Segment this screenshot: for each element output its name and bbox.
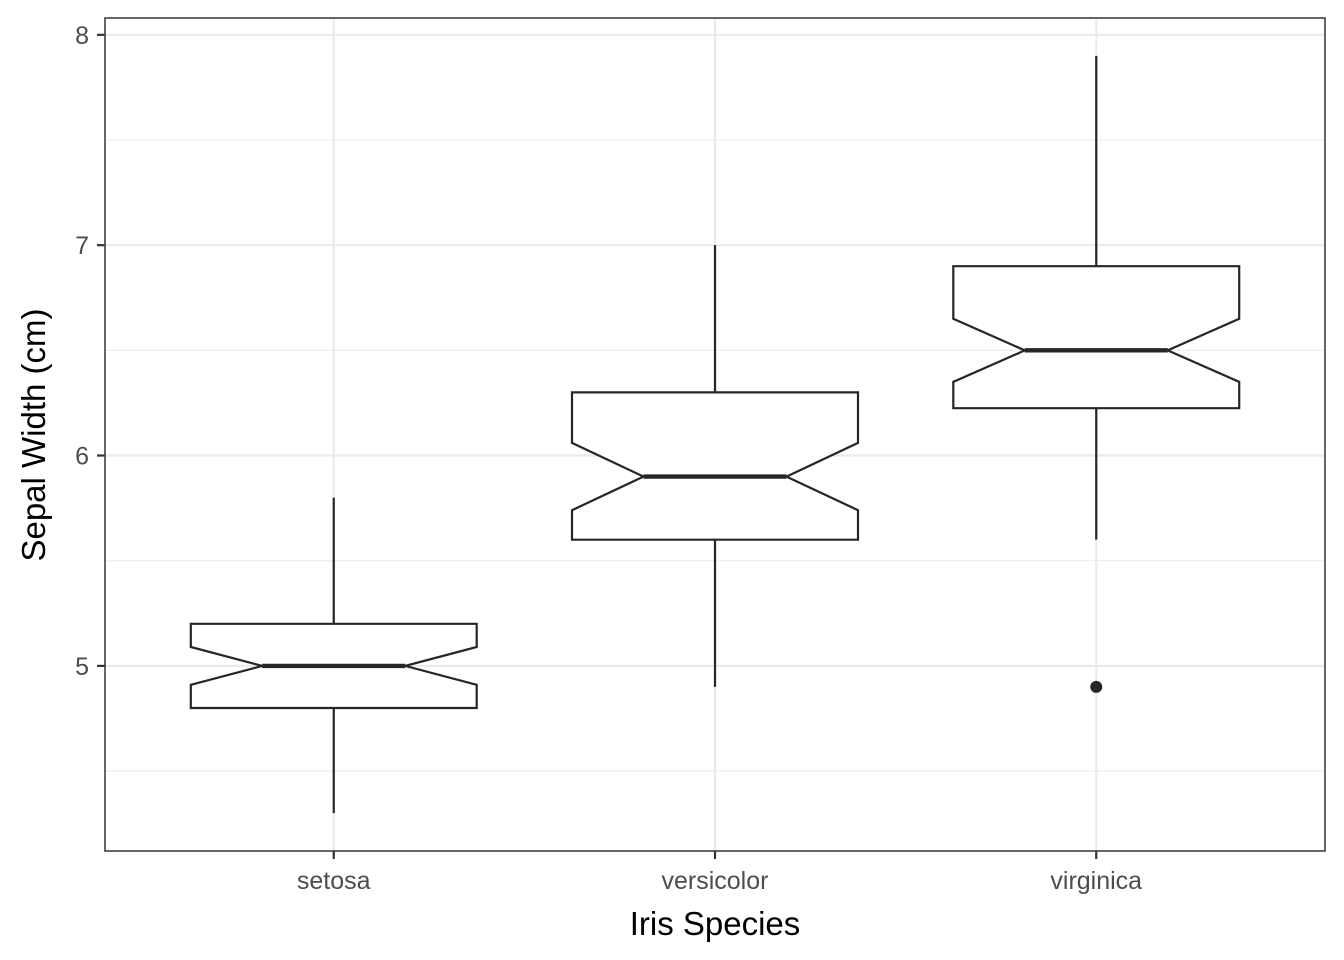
y-axis-title: Sepal Width (cm) xyxy=(15,308,52,561)
notched-box xyxy=(952,265,1241,410)
boxes xyxy=(189,55,1241,814)
outlier-point xyxy=(1090,680,1103,693)
y-tick-label: 7 xyxy=(75,232,89,260)
y-tick-label: 6 xyxy=(75,443,89,471)
y-tick-label: 8 xyxy=(75,22,89,50)
y-axis: 5 6 7 8 xyxy=(75,22,105,681)
x-tick-label-virginica: virginica xyxy=(1050,867,1142,895)
y-tick-label: 5 xyxy=(75,653,89,681)
box-group-versicolor xyxy=(570,245,860,687)
x-tick-label-versicolor: versicolor xyxy=(662,867,769,895)
box-group-setosa xyxy=(189,497,478,814)
x-tick-label-setosa: setosa xyxy=(297,867,371,895)
x-axis-title: Iris Species xyxy=(630,905,801,942)
notched-box xyxy=(570,391,860,541)
x-axis: setosa versicolor virginica xyxy=(297,851,1142,895)
box-group-virginica xyxy=(952,55,1241,693)
